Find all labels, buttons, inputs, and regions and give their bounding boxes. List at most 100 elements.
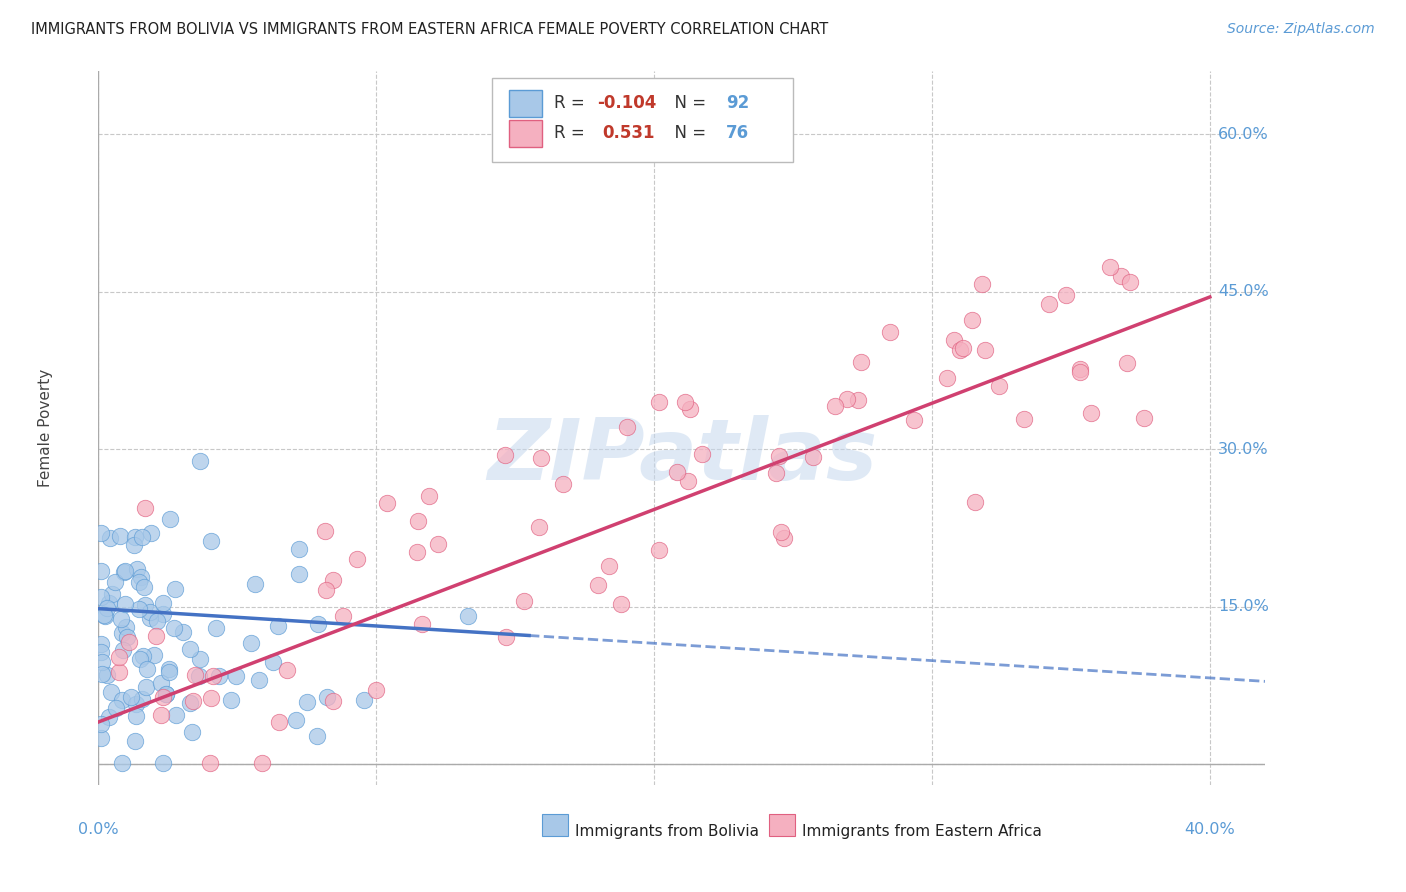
- Point: [90, 667, 112, 681]
- Point: [1099, 260, 1122, 275]
- Point: [530, 450, 553, 465]
- Point: [849, 355, 872, 369]
- Point: [243, 577, 266, 591]
- Point: [284, 713, 307, 727]
- Point: [155, 687, 177, 701]
- Point: [824, 399, 846, 413]
- Point: [125, 697, 148, 711]
- Point: [111, 693, 134, 707]
- Point: [801, 450, 824, 464]
- Point: [200, 533, 222, 548]
- Point: [943, 333, 966, 347]
- Text: N =: N =: [665, 95, 711, 112]
- Point: [315, 582, 337, 597]
- Point: [124, 530, 146, 544]
- Point: [118, 635, 141, 649]
- Point: [188, 453, 211, 467]
- Point: [837, 392, 859, 406]
- Text: ZIPatlas: ZIPatlas: [486, 415, 877, 499]
- Point: [90, 591, 112, 605]
- Text: Immigrants from Eastern Africa: Immigrants from Eastern Africa: [801, 824, 1042, 838]
- Point: [332, 609, 354, 624]
- Bar: [509, 120, 541, 147]
- Point: [181, 694, 204, 708]
- Bar: [509, 90, 541, 117]
- Point: [768, 449, 790, 463]
- Point: [598, 558, 620, 573]
- Text: -0.104: -0.104: [596, 95, 657, 112]
- Text: R =: R =: [554, 95, 589, 112]
- Point: [183, 667, 205, 681]
- Point: [202, 669, 225, 683]
- Point: [690, 447, 713, 461]
- Text: 45.0%: 45.0%: [1218, 285, 1270, 299]
- Text: Female Poverty: Female Poverty: [38, 369, 53, 487]
- Text: 40.0%: 40.0%: [1184, 822, 1236, 837]
- Point: [125, 561, 148, 575]
- Point: [125, 709, 148, 723]
- Point: [418, 489, 440, 503]
- Point: [135, 680, 157, 694]
- Point: [115, 630, 138, 644]
- Point: [115, 620, 138, 634]
- Point: [114, 597, 136, 611]
- Point: [172, 625, 194, 640]
- Point: [159, 512, 181, 526]
- Point: [288, 566, 311, 581]
- Point: [972, 277, 994, 291]
- Point: [200, 690, 222, 705]
- Point: [108, 650, 131, 665]
- Point: [616, 420, 638, 434]
- Point: [112, 565, 135, 579]
- Point: [1069, 361, 1091, 376]
- Point: [267, 619, 290, 633]
- Point: [179, 696, 201, 710]
- Point: [988, 379, 1011, 393]
- Point: [139, 606, 162, 620]
- Point: [262, 655, 284, 669]
- Point: [457, 608, 479, 623]
- Point: [155, 687, 177, 701]
- Point: [267, 715, 290, 730]
- Point: [181, 725, 204, 739]
- Point: [765, 466, 787, 480]
- Point: [315, 690, 337, 705]
- Point: [124, 734, 146, 748]
- Point: [1054, 288, 1077, 302]
- Point: [100, 685, 122, 699]
- Point: [307, 617, 329, 632]
- Point: [104, 574, 127, 589]
- Point: [108, 529, 131, 543]
- Point: [1012, 412, 1035, 426]
- Point: [314, 524, 336, 538]
- Point: [110, 626, 132, 640]
- Point: [1116, 355, 1139, 369]
- Text: 15.0%: 15.0%: [1218, 599, 1270, 614]
- Point: [952, 341, 974, 355]
- Point: [495, 448, 517, 462]
- Point: [247, 673, 270, 688]
- Point: [903, 413, 925, 427]
- Text: R =: R =: [554, 125, 595, 143]
- Text: 30.0%: 30.0%: [1218, 442, 1268, 457]
- Point: [90, 645, 112, 659]
- Point: [553, 476, 575, 491]
- Point: [322, 573, 344, 587]
- Text: 0.0%: 0.0%: [79, 822, 118, 837]
- Point: [128, 602, 150, 616]
- Point: [108, 665, 131, 679]
- Point: [773, 531, 796, 545]
- Point: [377, 496, 399, 510]
- Point: [110, 612, 132, 626]
- Point: [120, 690, 142, 704]
- Point: [90, 526, 112, 541]
- Text: N =: N =: [665, 125, 711, 143]
- Point: [138, 611, 160, 625]
- Text: 92: 92: [727, 95, 749, 112]
- Point: [97, 709, 120, 723]
- Point: [134, 598, 156, 612]
- Point: [134, 501, 156, 516]
- Point: [411, 617, 433, 632]
- Point: [252, 756, 274, 770]
- Point: [198, 756, 221, 770]
